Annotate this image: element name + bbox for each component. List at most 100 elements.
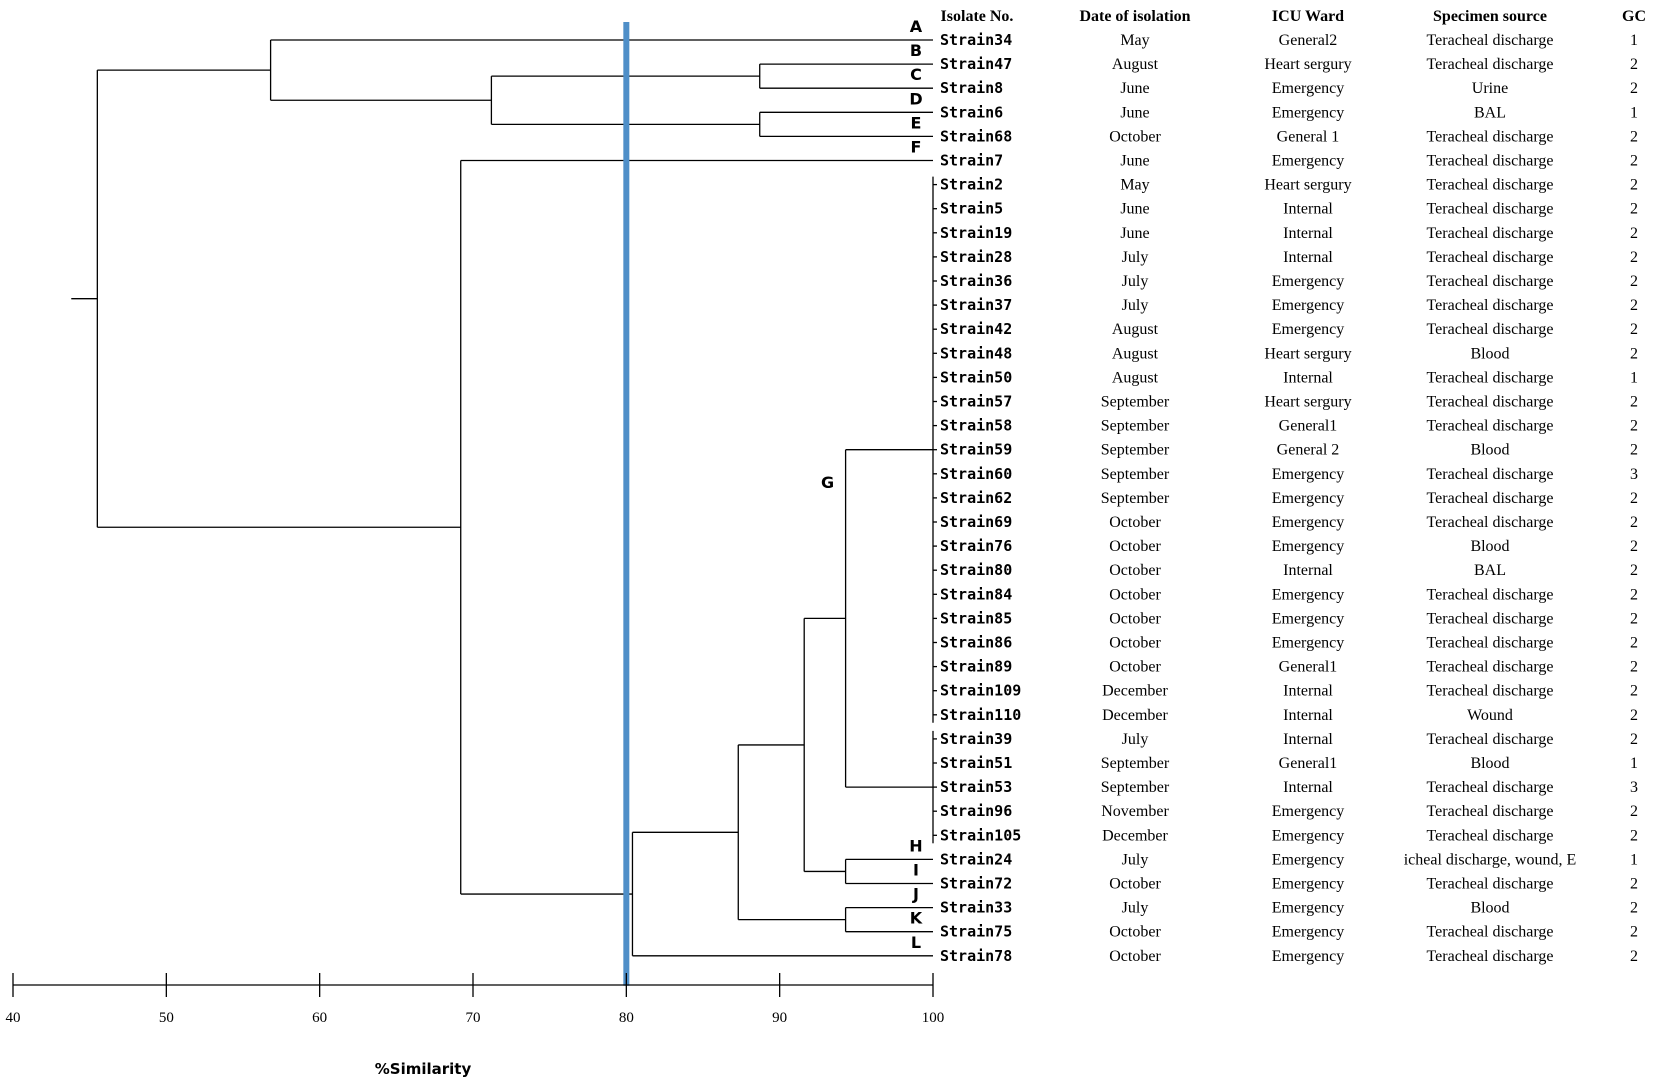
- date-cell: September: [1101, 394, 1170, 411]
- source-cell: Teracheal discharge: [1427, 803, 1554, 820]
- strain-label: Strain59: [940, 441, 1012, 459]
- cluster-label: I: [913, 861, 919, 880]
- date-cell: October: [1109, 948, 1161, 965]
- date-cell: September: [1101, 442, 1170, 459]
- gc-cell: 2: [1630, 177, 1638, 194]
- cluster-label: C: [910, 65, 922, 84]
- source-cell: Blood: [1470, 538, 1509, 555]
- gc-cell: 2: [1630, 538, 1638, 555]
- ward-cell: Emergency: [1272, 876, 1345, 893]
- ward-cell: Internal: [1283, 731, 1333, 748]
- strain-label: Strain39: [940, 730, 1012, 748]
- source-cell: Wound: [1467, 707, 1513, 724]
- source-cell: Teracheal discharge: [1427, 876, 1554, 893]
- source-cell: Blood: [1470, 900, 1509, 917]
- ward-cell: Internal: [1283, 249, 1333, 266]
- date-cell: September: [1101, 755, 1170, 772]
- ward-cell: Emergency: [1272, 851, 1345, 868]
- header-source: Specimen source: [1433, 8, 1547, 25]
- gc-cell: 2: [1630, 562, 1638, 579]
- cluster-label: D: [909, 89, 922, 108]
- strain-label: Strain8: [940, 79, 1003, 97]
- source-cell: Teracheal discharge: [1427, 297, 1554, 314]
- strain-label: Strain110: [940, 706, 1021, 724]
- gc-cell: 2: [1630, 707, 1638, 724]
- gc-cell: 2: [1630, 153, 1638, 170]
- strain-label: Strain7: [940, 152, 1003, 170]
- gc-cell: 3: [1630, 466, 1638, 483]
- strain-label: Strain85: [940, 609, 1012, 627]
- gc-cell: 2: [1630, 394, 1638, 411]
- strain-label: Strain6: [940, 103, 1003, 121]
- date-cell: June: [1120, 80, 1149, 97]
- tick-label: 70: [466, 1010, 481, 1026]
- strain-label: Strain69: [940, 513, 1012, 531]
- ward-cell: Emergency: [1272, 803, 1345, 820]
- date-cell: August: [1112, 345, 1159, 362]
- ward-cell: Internal: [1283, 369, 1333, 386]
- source-cell: Teracheal discharge: [1427, 924, 1554, 941]
- source-cell: Urine: [1472, 80, 1508, 97]
- strain-label: Strain57: [940, 393, 1012, 411]
- source-cell: Teracheal discharge: [1427, 731, 1554, 748]
- tick-label: 40: [6, 1010, 21, 1026]
- gc-cell: 2: [1630, 225, 1638, 242]
- date-cell: October: [1109, 659, 1161, 676]
- ward-cell: Internal: [1283, 707, 1333, 724]
- ward-cell: General 2: [1277, 442, 1340, 459]
- ward-cell: General 1: [1277, 128, 1340, 145]
- source-cell: Teracheal discharge: [1427, 610, 1554, 627]
- date-cell: October: [1109, 635, 1161, 652]
- source-cell: BAL: [1474, 104, 1506, 121]
- source-cell: Teracheal discharge: [1427, 948, 1554, 965]
- date-cell: October: [1109, 514, 1161, 531]
- date-cell: June: [1120, 153, 1149, 170]
- date-cell: August: [1112, 369, 1159, 386]
- gc-cell: 2: [1630, 297, 1638, 314]
- gc-cell: 1: [1630, 32, 1638, 49]
- cluster-label: K: [910, 909, 923, 928]
- source-cell: Teracheal discharge: [1427, 635, 1554, 652]
- gc-cell: 2: [1630, 659, 1638, 676]
- similarity-axis: 40 50 60 70 80 90 100 %Similarity: [6, 973, 944, 1078]
- gc-cell: 1: [1630, 104, 1638, 121]
- ward-cell: Heart sergury: [1264, 345, 1351, 362]
- header-isolate: Isolate No.: [941, 8, 1014, 25]
- gc-cell: 2: [1630, 442, 1638, 459]
- date-cell: October: [1109, 924, 1161, 941]
- gc-cell: 2: [1630, 249, 1638, 266]
- ward-cell: Emergency: [1272, 900, 1345, 917]
- strain-label: Strain33: [940, 899, 1012, 917]
- strain-label: Strain37: [940, 296, 1012, 314]
- date-cell: June: [1120, 225, 1149, 242]
- date-cell: October: [1109, 538, 1161, 555]
- date-cell: October: [1109, 562, 1161, 579]
- source-cell: Teracheal discharge: [1427, 586, 1554, 603]
- gc-cell: 2: [1630, 876, 1638, 893]
- date-cell: July: [1122, 249, 1149, 266]
- source-cell: BAL: [1474, 562, 1506, 579]
- source-cell: Teracheal discharge: [1427, 32, 1554, 49]
- gc-cell: 2: [1630, 610, 1638, 627]
- ward-cell: General1: [1279, 755, 1338, 772]
- ward-cell: Emergency: [1272, 80, 1345, 97]
- isolate-table: Isolate No. Date of isolation ICU Ward S…: [940, 8, 1646, 965]
- date-cell: May: [1120, 177, 1149, 194]
- strain-label: Strain48: [940, 344, 1012, 362]
- ward-cell: Heart sergury: [1264, 56, 1351, 73]
- date-cell: July: [1122, 851, 1149, 868]
- strain-label: Strain2: [940, 176, 1003, 194]
- source-cell: Teracheal discharge: [1427, 225, 1554, 242]
- strain-label: Strain28: [940, 248, 1012, 266]
- gc-cell: 2: [1630, 900, 1638, 917]
- gc-cell: 2: [1630, 273, 1638, 290]
- source-cell: Teracheal discharge: [1427, 273, 1554, 290]
- cluster-label: A: [910, 17, 923, 36]
- cluster-label: L: [911, 933, 921, 952]
- gc-cell: 2: [1630, 56, 1638, 73]
- strain-label: Strain36: [940, 272, 1012, 290]
- cluster-label: G: [821, 473, 834, 492]
- source-cell: icheal discharge, wound, E: [1404, 851, 1577, 868]
- ward-cell: Emergency: [1272, 153, 1345, 170]
